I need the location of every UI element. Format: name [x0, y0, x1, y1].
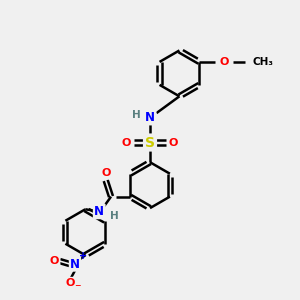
Text: N: N	[70, 257, 80, 271]
Text: CH₃: CH₃	[253, 57, 274, 67]
Text: O: O	[50, 256, 59, 266]
Text: H: H	[132, 110, 141, 120]
Text: O: O	[122, 137, 131, 148]
Text: O: O	[220, 57, 229, 67]
Text: N: N	[94, 205, 104, 218]
Text: O: O	[101, 168, 110, 178]
Text: O: O	[169, 137, 178, 148]
Text: N: N	[145, 111, 155, 124]
Text: +: +	[79, 251, 87, 261]
Text: S: S	[145, 136, 155, 149]
Text: O: O	[66, 278, 75, 288]
Text: ⁻: ⁻	[75, 283, 81, 296]
Text: H: H	[110, 211, 118, 221]
